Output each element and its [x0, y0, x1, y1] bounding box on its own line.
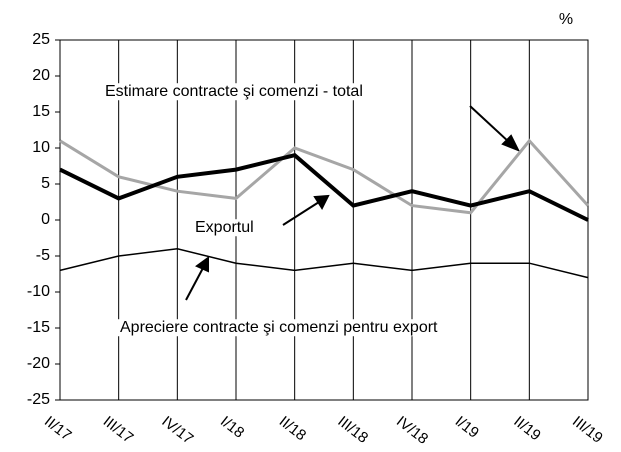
y-tick-label: -5 — [36, 247, 50, 264]
series-label: Estimare contracte şi comenzi - total — [105, 83, 363, 100]
x-tick-label: II/17 — [41, 413, 74, 444]
series-label: Apreciere contracte şi comenzi pentru ex… — [120, 319, 438, 336]
series-label: Exportul — [195, 219, 254, 236]
series-line — [59, 153, 589, 222]
y-tick-label: 10 — [32, 139, 50, 156]
x-tick-label: III/19 — [569, 413, 606, 447]
y-tick-label: -25 — [27, 391, 50, 408]
label-background — [193, 219, 256, 237]
label-background — [118, 319, 441, 337]
series-line — [59, 248, 589, 279]
x-tick-label: I/18 — [217, 413, 247, 442]
x-tick-label: II/18 — [276, 413, 309, 444]
y-tick-label: 5 — [41, 175, 50, 192]
y-tick-label: 25 — [32, 31, 50, 48]
arrow — [185, 267, 204, 301]
label-background — [103, 83, 365, 101]
arrow-head — [501, 134, 521, 152]
x-tick-label: I/19 — [452, 413, 482, 442]
y-tick-label: -10 — [27, 283, 50, 300]
arrow — [282, 201, 320, 226]
x-tick-label: IV/17 — [158, 413, 196, 448]
arrow-head — [195, 256, 209, 273]
y-tick-label: -20 — [27, 355, 50, 372]
x-tick-label: III/17 — [100, 413, 137, 447]
arrow-head — [313, 194, 330, 211]
arrow — [469, 105, 511, 144]
y-tick-label: 15 — [32, 103, 50, 120]
unit-label: % — [559, 11, 573, 28]
x-tick-label: III/18 — [334, 413, 371, 447]
annotation-arrows — [185, 105, 521, 301]
y-tick-label: 0 — [41, 211, 50, 228]
y-tick-label: -15 — [27, 319, 50, 336]
x-tick-label: IV/18 — [393, 413, 431, 448]
series-line — [59, 138, 590, 215]
y-tick-label: 20 — [32, 67, 50, 84]
x-tick-label: II/19 — [510, 413, 543, 444]
